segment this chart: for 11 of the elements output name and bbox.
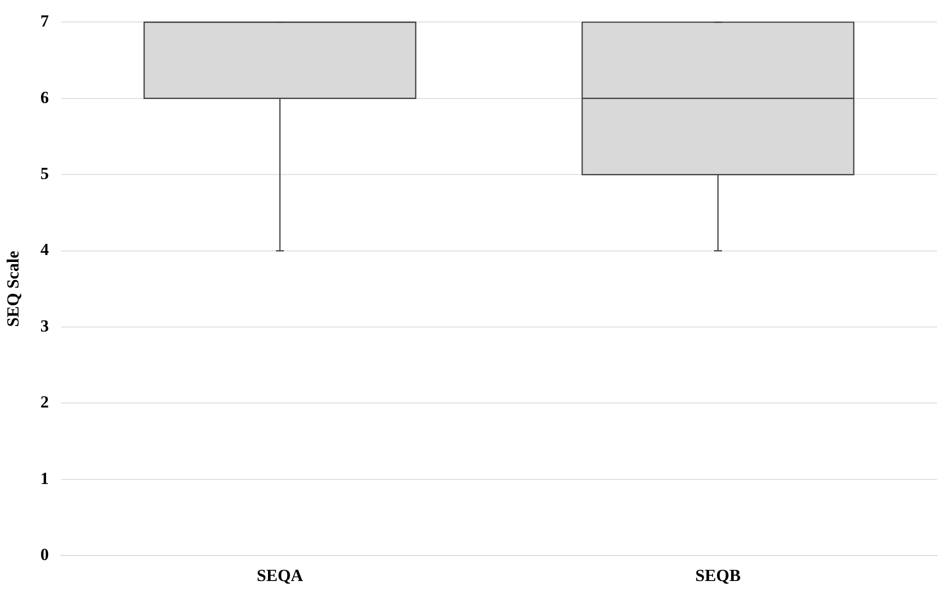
y-tick-label: 0 [40, 544, 49, 564]
y-tick-label: 4 [40, 240, 50, 260]
x-tick-label: SEQB [695, 566, 741, 586]
y-tick-label: 1 [40, 468, 49, 488]
y-tick-label: 3 [40, 316, 49, 336]
y-tick-label: 2 [40, 392, 49, 412]
y-tick-label: 7 [40, 12, 50, 31]
y-axis-title: SEQ Scale [4, 250, 23, 327]
x-tick-label: SEQA [256, 566, 304, 586]
y-tick-label: 5 [40, 164, 49, 183]
y-tick-label: 6 [40, 88, 49, 107]
